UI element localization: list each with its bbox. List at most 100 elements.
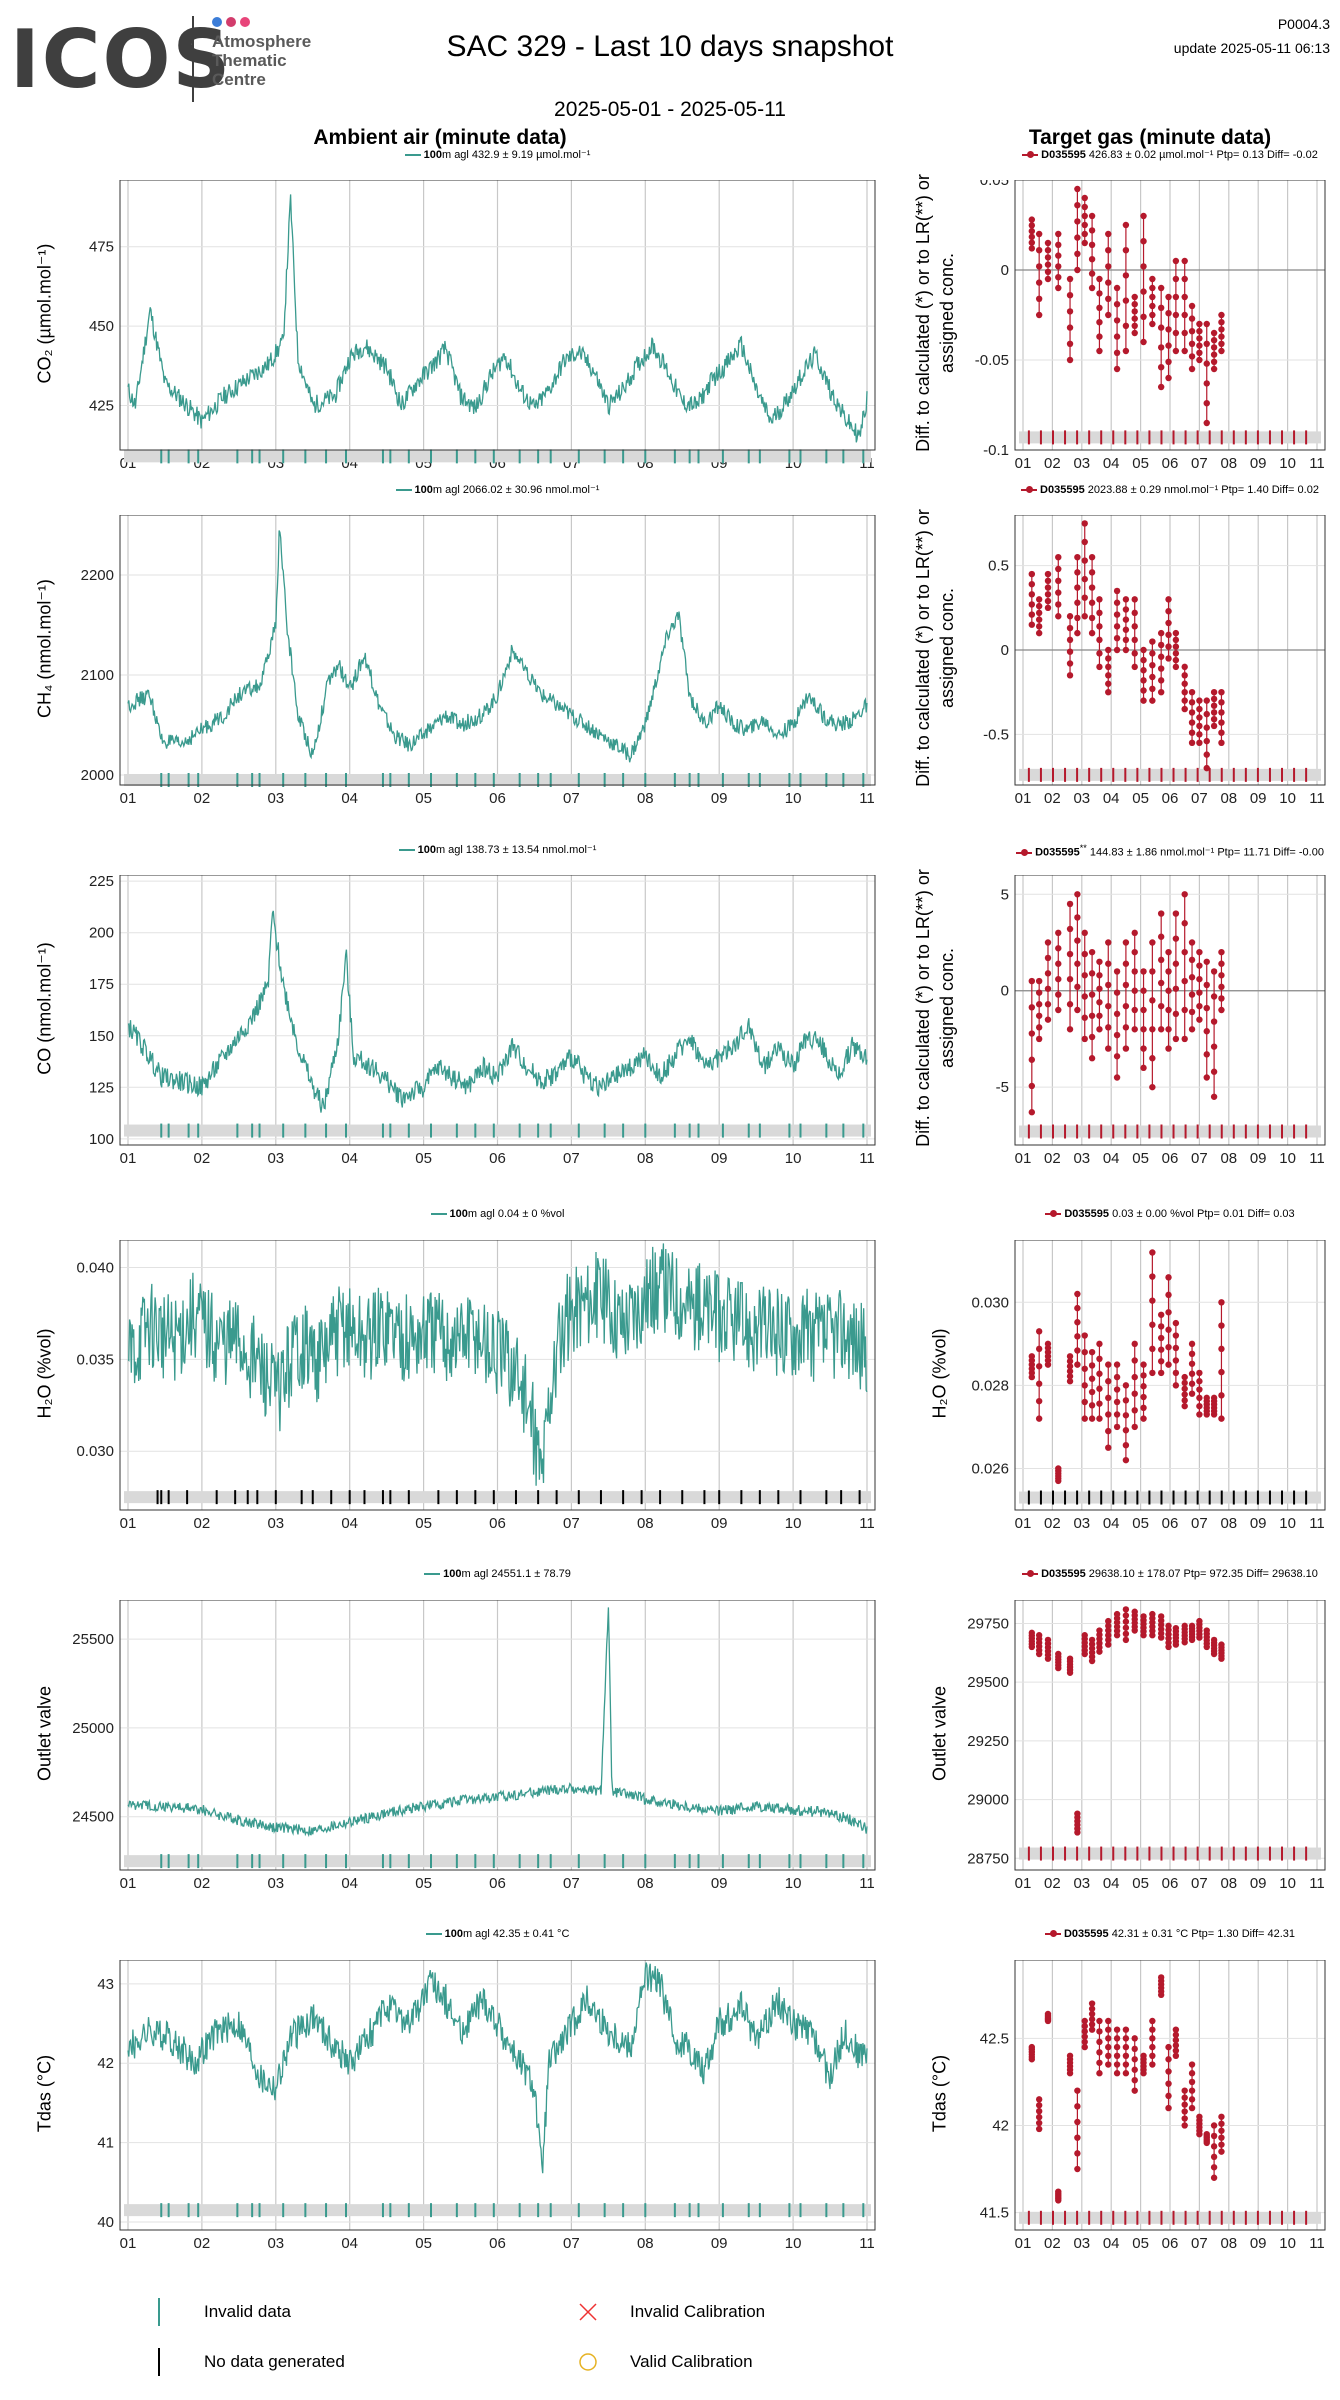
target-point <box>1140 987 1147 994</box>
x-tick-label: 09 <box>1250 1150 1267 1167</box>
target-point <box>1096 999 1103 1006</box>
ambient-legend: 100m agl 432.9 ± 9.19 µmol.mol⁻¹ <box>80 148 915 161</box>
target-point <box>1131 650 1138 657</box>
target-point <box>1140 687 1147 694</box>
target-point <box>1172 1382 1180 1389</box>
target-point <box>1203 1074 1210 1081</box>
target-point <box>1172 347 1180 355</box>
y-tick-label: 29250 <box>967 1733 1009 1750</box>
target-point <box>1140 1383 1147 1390</box>
x-tick-label: 01 <box>1015 1515 1032 1532</box>
target-point <box>1055 274 1062 281</box>
target-point <box>1096 275 1103 283</box>
target-point <box>1044 604 1052 612</box>
legend-values: m agl 42.35 ± 0.41 °C <box>462 1928 570 1940</box>
target-point <box>1157 1026 1165 1033</box>
flag-band <box>124 1855 871 1868</box>
target-point <box>1074 960 1081 967</box>
x-tick-label: 02 <box>194 2235 211 2252</box>
legend-no-data: No data generated <box>204 2352 345 2371</box>
no-data-marker-icon <box>158 2348 160 2376</box>
target-point <box>1066 1353 1074 1360</box>
x-tick-label: 01 <box>1015 2235 1032 2252</box>
target-point <box>1157 364 1165 371</box>
logo-dot-icon <box>212 17 222 27</box>
target-point <box>1210 709 1218 716</box>
target-point <box>1088 1388 1096 1396</box>
legend-swatch-icon <box>425 1933 442 1936</box>
target-point <box>1203 710 1210 718</box>
target-point <box>1066 1655 1074 1662</box>
target-point <box>1096 290 1103 297</box>
target-point <box>1172 636 1180 644</box>
target-point <box>1172 1344 1180 1352</box>
target-point <box>1096 304 1103 311</box>
target-point <box>1140 697 1147 704</box>
target-point <box>1218 983 1225 991</box>
x-tick-label: 07 <box>563 1875 580 1892</box>
logo-dot-icon <box>226 17 236 27</box>
x-tick-label: 09 <box>711 1875 728 1892</box>
target-point <box>1122 1618 1130 1625</box>
target-point <box>1172 2026 1180 2033</box>
target-point <box>1165 293 1172 301</box>
x-tick-label: 02 <box>1044 1150 1061 1167</box>
target-point <box>1074 614 1081 622</box>
target-point <box>1140 1393 1147 1401</box>
x-tick-label: 02 <box>1044 2235 1061 2252</box>
target-point <box>1157 344 1165 351</box>
x-tick-label: 04 <box>341 1515 358 1532</box>
target-point <box>1088 1402 1096 1409</box>
target-point <box>1165 342 1172 349</box>
x-tick-label: 01 <box>1015 1875 1032 1892</box>
target-point <box>1035 247 1043 254</box>
x-tick-label: 02 <box>194 790 211 807</box>
target-point <box>1074 2134 1081 2141</box>
y-axis-label: Outlet valve <box>929 1685 950 1782</box>
ambient-series-line <box>127 194 868 443</box>
target-point <box>1113 1386 1121 1393</box>
target-point <box>1131 609 1138 617</box>
target-point <box>1149 650 1156 657</box>
x-tick-label: 11 <box>859 790 875 807</box>
target-point <box>1122 1606 1130 1613</box>
x-tick-label: 06 <box>1162 1150 1179 1167</box>
target-point <box>1140 646 1147 654</box>
target-point <box>1210 329 1218 337</box>
target-point <box>1081 1632 1088 1639</box>
ambient-series-line <box>127 530 868 763</box>
target-point <box>1028 580 1036 588</box>
target-point <box>1122 960 1130 967</box>
page-title: SAC 329 - Last 10 days snapshot <box>446 30 894 63</box>
target-point <box>1140 667 1147 674</box>
target-point <box>1140 313 1147 320</box>
target-point <box>1181 1373 1188 1381</box>
target-point <box>1131 1026 1138 1033</box>
target-point <box>1188 939 1196 946</box>
target-point <box>1203 2130 1210 2138</box>
target-point <box>1149 697 1156 704</box>
target-legend: D035595 426.83 ± 0.02 µmol.mol⁻¹ Ptp= 0.… <box>975 148 1340 161</box>
target-point <box>1081 203 1088 211</box>
target-point <box>1055 577 1062 585</box>
target-point <box>1140 968 1147 975</box>
plot-frame <box>1014 1240 1326 1511</box>
target-point <box>1028 227 1036 235</box>
target-point <box>1196 739 1203 747</box>
target-point <box>1188 315 1196 322</box>
target-point <box>1149 1273 1156 1280</box>
target-point <box>1165 2092 1172 2100</box>
target-point <box>1181 1622 1188 1630</box>
target-point <box>1081 594 1088 601</box>
x-tick-label: 08 <box>637 1515 654 1532</box>
target-point <box>1074 599 1081 606</box>
target-point <box>1105 1632 1112 1639</box>
target-point <box>1218 688 1225 696</box>
target-point <box>1074 1304 1081 1312</box>
target-point <box>1181 1391 1188 1398</box>
target-point <box>1105 1411 1112 1418</box>
target-point <box>1157 665 1165 672</box>
x-tick-label: 10 <box>785 1515 802 1532</box>
y-tick-label: 0 <box>1001 642 1009 659</box>
target-point <box>1096 1355 1103 1362</box>
